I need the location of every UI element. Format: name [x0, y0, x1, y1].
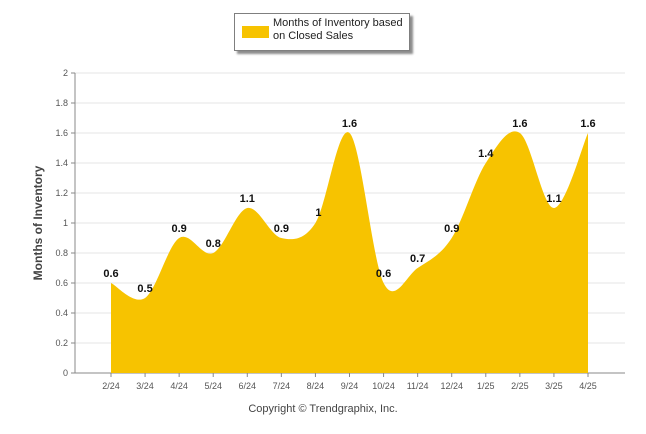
x-tick-label: 4/25 [579, 381, 597, 391]
x-tick-label: 11/24 [407, 381, 429, 391]
y-tick-label: 0.4 [55, 308, 68, 318]
legend: Months of Inventory based on Closed Sale… [234, 13, 410, 51]
data-label: 0.8 [206, 238, 221, 250]
y-tick-label: 0 [63, 368, 68, 378]
x-tick-label: 6/24 [239, 381, 257, 391]
data-label: 0.9 [171, 223, 186, 235]
y-tick-label: 0.6 [55, 278, 68, 288]
data-label: 1.1 [546, 193, 561, 205]
data-label: 0.5 [137, 283, 152, 295]
legend-swatch [242, 26, 269, 38]
data-label: 1 [315, 207, 321, 219]
y-axis-title: Months of Inventory [31, 165, 45, 280]
data-label: 0.7 [410, 253, 425, 265]
y-tick-label: 0.2 [55, 338, 68, 348]
data-label: 0.9 [444, 223, 459, 235]
x-tick-label: 2/24 [102, 381, 120, 391]
y-tick-label: 1.8 [55, 98, 68, 108]
area-fill [111, 131, 588, 373]
y-tick-label: 2 [63, 68, 68, 78]
x-tick-label: 2/25 [511, 381, 529, 391]
data-label: 1.6 [580, 118, 595, 130]
y-tick-label: 1.2 [55, 188, 68, 198]
x-tick-label: 10/24 [372, 381, 395, 391]
x-tick-label: 1/25 [477, 381, 495, 391]
y-axis-ticks: 0 0.2 0.4 0.6 0.8 1 1.2 1.4 1.6 1.8 2 [55, 68, 75, 378]
y-tick-label: 1.4 [55, 158, 68, 168]
x-tick-label: 5/24 [204, 381, 222, 391]
data-label: 0.9 [274, 223, 289, 235]
x-tick-label: 4/24 [170, 381, 188, 391]
data-labels: 0.6 0.5 0.9 0.8 1.1 0.9 1 1.6 0.6 0.7 0.9 1.4 1.6 1.1… [103, 118, 595, 295]
data-label: 1.6 [512, 118, 527, 130]
data-label: 0.6 [376, 268, 391, 280]
x-tick-label: 7/24 [273, 381, 291, 391]
x-tick-label: 8/24 [307, 381, 325, 391]
y-tick-label: 1.6 [55, 128, 68, 138]
data-label: 1.6 [342, 118, 357, 130]
x-tick-label: 9/24 [341, 381, 359, 391]
x-tick-label: 12/24 [440, 381, 463, 391]
x-axis-ticks: 2/24 3/24 4/24 5/24 6/24 7/24 8/24 9/24 10/24 11/… [102, 373, 597, 391]
copyright-text: Copyright © Trendgraphix, Inc. [248, 403, 398, 415]
y-tick-label: 1 [63, 218, 68, 228]
x-tick-label: 3/25 [545, 381, 563, 391]
data-label: 1.4 [478, 148, 494, 160]
data-label: 0.6 [103, 268, 118, 280]
area-series [111, 131, 588, 373]
data-label: 1.1 [240, 193, 255, 205]
y-tick-label: 0.8 [55, 248, 68, 258]
legend-label: Months of Inventory based on Closed Sale… [273, 17, 403, 42]
x-tick-label: 3/24 [136, 381, 154, 391]
